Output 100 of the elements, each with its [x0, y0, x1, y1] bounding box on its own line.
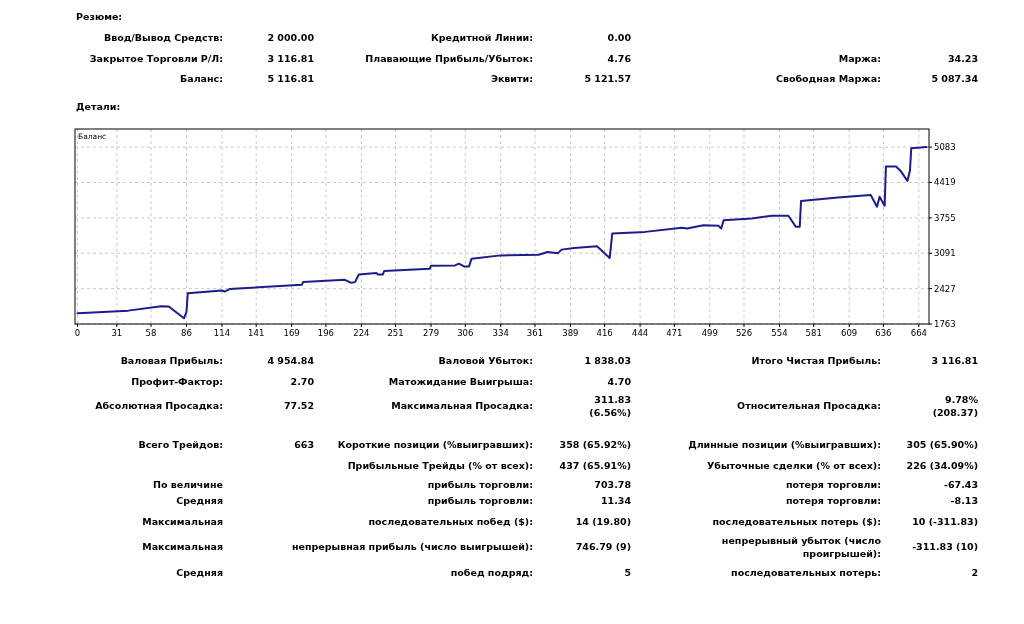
text: непрерывная прибыль (число выигрышей): [291, 541, 533, 552]
text: 5 [624, 567, 631, 578]
text: 5 121.57 [584, 73, 631, 84]
text: непрерывный убыток (число проигрышей): [721, 534, 882, 559]
text: Свободная Маржа: [775, 73, 881, 84]
x-tick-label: 114 [213, 328, 231, 338]
text: 226 (34.09%) [906, 460, 978, 471]
text: Убыточные сделки (% от всех): [707, 460, 881, 471]
x-tick-label: 0 [74, 328, 81, 338]
text: Максимальная [142, 516, 223, 527]
text: Закрытое Торговли Р/Л: [89, 53, 223, 64]
x-tick-label: 58 [145, 328, 157, 338]
y-tick-label: 1763 [934, 319, 956, 329]
text: -8.13 [950, 495, 978, 506]
text: 703.78 [594, 479, 632, 490]
text: Эквити: [490, 73, 533, 84]
text: прибыль торговли: [427, 479, 533, 490]
text: Баланс: [179, 73, 223, 84]
text: Средняя [176, 567, 223, 578]
x-tick-label: 636 [875, 328, 892, 338]
text: 358 (65.92%) [559, 439, 631, 450]
text: 3 116.81 [267, 53, 314, 64]
text: 311.83 (6.56%) [589, 393, 631, 418]
x-tick-label: 554 [771, 328, 788, 338]
text: Максимальная Просадка: [391, 400, 533, 411]
text: Относительная Просадка: [737, 400, 881, 411]
text: Максимальная [142, 541, 223, 552]
text: 663 [294, 439, 314, 450]
text: 5 087.34 [931, 73, 979, 84]
text: Всего Трейдов: [138, 439, 223, 450]
y-tick-label: 3755 [934, 212, 956, 223]
x-tick-label: 169 [283, 328, 300, 338]
x-tick-label: 31 [111, 328, 123, 338]
x-tick-label: 499 [701, 328, 718, 338]
x-tick-label: 526 [735, 328, 753, 338]
text: Абсолютная Просадка: [95, 400, 223, 411]
text: 4.76 [607, 53, 632, 64]
text: 14 (19.80) [575, 516, 631, 527]
x-tick-label: 444 [631, 328, 649, 338]
text: Кредитной Линии: [430, 32, 533, 43]
text: прибыль торговли: [427, 495, 533, 506]
text: Ввод/Вывод Средств: [103, 32, 223, 43]
text: 34.23 [947, 53, 978, 64]
text: Резюме: [76, 11, 123, 22]
text: побед подряд: [450, 567, 533, 578]
text: Матожидание Выигрыша: [388, 376, 533, 387]
text: Итого Чистая Прибыль: [751, 355, 881, 366]
x-tick-label: 581 [805, 328, 822, 338]
x-tick-label: 416 [596, 328, 613, 338]
chart-title: Детали: [76, 101, 121, 112]
text: 4.70 [607, 376, 632, 387]
x-tick-label: 361 [526, 328, 544, 338]
x-tick-label: 224 [353, 328, 370, 338]
text: Плавающие Прибыль/Убыток: [365, 53, 533, 64]
text: Валовая Прибыль: [120, 355, 223, 366]
text: последовательных потерь: [731, 567, 881, 578]
text: 305 (65.90%) [906, 439, 978, 450]
text: Прибыльные Трейды (% от всех): [347, 460, 533, 471]
y-tick-label: 2427 [934, 283, 956, 294]
x-tick-label: 196 [317, 328, 334, 338]
text: 9.78% (208.37) [932, 393, 979, 418]
line-series [76, 146, 928, 320]
x-tick-label: 471 [666, 328, 683, 338]
text: 5 116.81 [267, 73, 314, 84]
text: Длинные позиции (%выигравших): [688, 439, 881, 450]
text: Короткие позиции (%выигравших): [337, 439, 533, 450]
x-tick-label: 334 [492, 328, 509, 338]
text: 77.52 [283, 400, 314, 411]
y-tick-label: 3091 [934, 248, 956, 259]
x-tick-label: 251 [387, 328, 404, 338]
text: -311.83 (10) [912, 541, 978, 552]
x-tick-label: 279 [422, 328, 440, 338]
text: 0.00 [607, 32, 632, 43]
text: 4 954.84 [267, 355, 315, 366]
text: последовательных побед ($): [368, 516, 533, 527]
text: 2 [971, 567, 978, 578]
text: потеря торговли: [786, 495, 881, 506]
x-tick-label: 306 [457, 328, 474, 338]
text: Маржа: [838, 53, 881, 64]
text: 2.70 [290, 376, 315, 387]
x-tick-label: 86 [181, 328, 192, 338]
text: 1 838.03 [584, 355, 631, 366]
text: 11.34 [600, 495, 632, 506]
text: последовательных потерь ($): [712, 516, 881, 527]
text: 3 116.81 [931, 355, 978, 366]
text: Валовой Убыток: [438, 355, 533, 366]
text: 10 (-311.83) [912, 516, 978, 527]
text: 746.79 (9) [575, 541, 631, 552]
text: Средняя [176, 495, 223, 506]
y-tick-label: 4419 [934, 177, 956, 188]
text: 2 000.00 [267, 32, 315, 43]
text: потеря торговли: [786, 479, 881, 490]
x-tick-label: 664 [910, 328, 927, 338]
x-tick-label: 609 [841, 328, 858, 338]
text: Профит-Фактор: [131, 376, 223, 387]
text: -67.43 [944, 479, 978, 490]
y-tick-label: 5083 [934, 142, 956, 153]
x-tick-label: 141 [248, 328, 265, 338]
text: 437 (65.91%) [559, 460, 631, 471]
x-tick-label: 389 [562, 328, 579, 338]
